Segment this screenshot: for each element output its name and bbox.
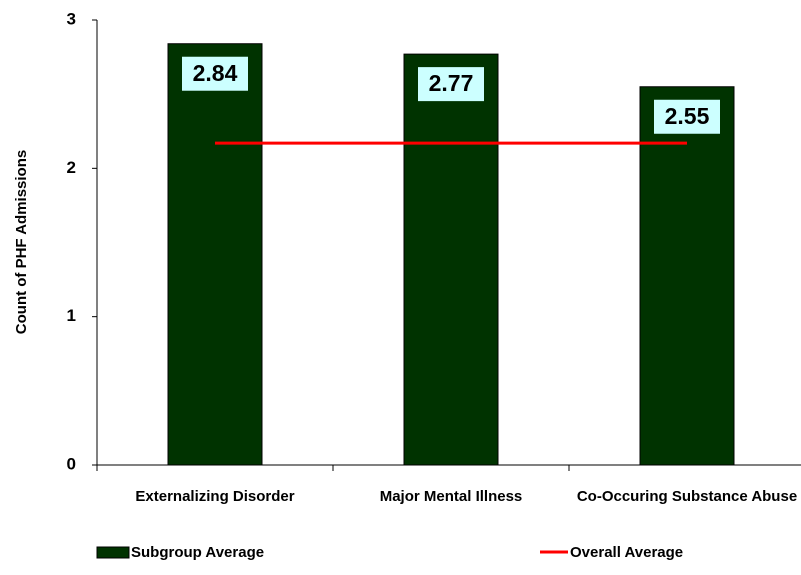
y-tick-label: 1 <box>67 306 76 325</box>
y-tick-label: 3 <box>67 9 76 28</box>
legend-swatch <box>96 546 130 559</box>
bar <box>167 43 263 466</box>
data-label: 2.55 <box>665 103 710 129</box>
x-tick-label: Major Mental Illness <box>379 488 523 505</box>
data-label-box <box>182 56 248 91</box>
legend-label: Subgroup Average <box>131 544 264 561</box>
x-tick-label: Externalizing Disorder <box>135 488 295 505</box>
data-label: 2.77 <box>429 70 474 96</box>
data-label-box <box>418 67 484 102</box>
bar <box>403 53 499 466</box>
x-tick-label: Co-Occuring Substance Abuse <box>576 488 798 505</box>
data-label-box <box>654 99 720 134</box>
y-tick-label: 2 <box>67 158 76 177</box>
y-tick-label: 0 <box>67 454 76 473</box>
y-axis-label: Count of PHF Admissions <box>13 150 30 334</box>
legend-label: Overall Average <box>570 544 683 561</box>
bar <box>639 86 735 466</box>
data-label: 2.84 <box>193 60 238 86</box>
